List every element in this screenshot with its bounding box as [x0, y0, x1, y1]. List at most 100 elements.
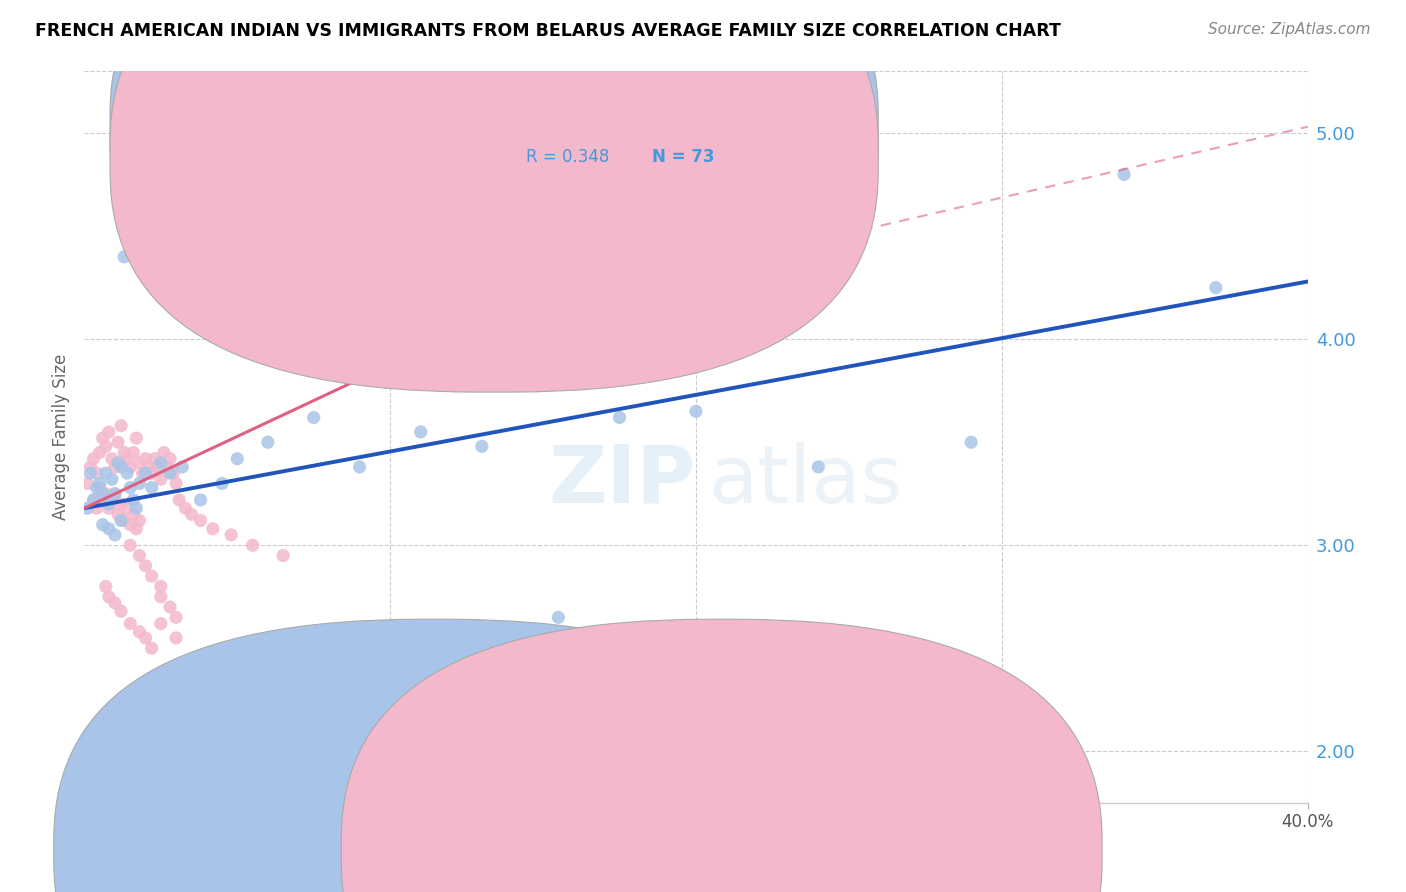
Point [226, 451, 249, 466]
Point [112, 445, 135, 459]
Point [120, 517, 142, 532]
Point [94, 579, 117, 593]
Point [153, 445, 176, 459]
Point [135, 451, 157, 466]
Point [104, 487, 127, 501]
Text: R = 0.348: R = 0.348 [526, 148, 609, 166]
Point [159, 466, 181, 480]
Point [172, 459, 194, 474]
Point [101, 492, 124, 507]
Point [89, 476, 111, 491]
Text: Source: ZipAtlas.com: Source: ZipAtlas.com [1208, 22, 1371, 37]
Point [120, 481, 142, 495]
Point [94, 487, 117, 501]
Point [91, 487, 114, 501]
Text: N = 42: N = 42 [652, 119, 714, 137]
Point [201, 522, 224, 536]
Point [89, 481, 111, 495]
Point [112, 250, 135, 264]
Point [146, 459, 169, 474]
Text: N = 73: N = 73 [652, 148, 714, 166]
Point [86, 466, 108, 480]
Point [302, 410, 325, 425]
Point [83, 451, 105, 466]
Point [149, 456, 172, 470]
Point [135, 631, 157, 645]
Point [128, 624, 150, 639]
Point [609, 410, 631, 425]
Point [219, 528, 242, 542]
Point [122, 492, 145, 507]
Point [128, 456, 150, 470]
Point [138, 459, 160, 474]
Point [120, 616, 142, 631]
Point [94, 439, 117, 453]
Point [156, 459, 179, 474]
Point [125, 522, 148, 536]
Point [122, 508, 145, 522]
Point [97, 501, 120, 516]
Point [104, 487, 127, 501]
Point [110, 497, 132, 511]
Point [807, 459, 830, 474]
Point [190, 492, 212, 507]
FancyBboxPatch shape [342, 619, 1102, 892]
Point [162, 466, 184, 480]
Point [685, 404, 707, 418]
Point [141, 466, 163, 480]
Point [141, 641, 163, 656]
Point [97, 425, 120, 439]
Point [101, 451, 124, 466]
Point [91, 431, 114, 445]
Point [149, 472, 172, 486]
Point [125, 431, 148, 445]
Point [76, 501, 98, 516]
Point [1114, 167, 1136, 181]
Point [141, 481, 163, 495]
Point [547, 610, 569, 624]
Point [165, 610, 187, 624]
Point [149, 590, 172, 604]
Point [128, 514, 150, 528]
Point [86, 481, 108, 495]
Text: Immigrants from Belarus: Immigrants from Belarus [749, 841, 957, 859]
Text: FRENCH AMERICAN INDIAN VS IMMIGRANTS FROM BELARUS AVERAGE FAMILY SIZE CORRELATIO: FRENCH AMERICAN INDIAN VS IMMIGRANTS FRO… [35, 22, 1062, 40]
Point [143, 451, 166, 466]
Text: ZIP: ZIP [548, 442, 696, 520]
Point [471, 439, 494, 453]
Point [110, 514, 132, 528]
Point [271, 549, 294, 563]
Point [149, 616, 172, 631]
Point [104, 528, 127, 542]
Point [122, 445, 145, 459]
Point [131, 466, 153, 480]
Point [110, 604, 132, 618]
FancyBboxPatch shape [457, 94, 794, 185]
Point [257, 209, 280, 223]
Text: French American Indians: French American Indians [463, 841, 666, 859]
Text: atlas: atlas [709, 442, 903, 520]
Point [165, 631, 187, 645]
Point [76, 476, 98, 491]
Point [149, 579, 172, 593]
Point [135, 466, 157, 480]
Point [107, 456, 129, 470]
Point [120, 538, 142, 552]
Point [409, 425, 432, 439]
Point [1205, 281, 1227, 295]
Point [97, 522, 120, 536]
Point [125, 501, 148, 516]
Point [120, 459, 142, 474]
Point [94, 466, 117, 480]
Point [91, 517, 114, 532]
Point [79, 466, 101, 480]
Point [97, 590, 120, 604]
Point [115, 451, 138, 466]
Point [165, 476, 187, 491]
Point [242, 538, 264, 552]
Point [128, 476, 150, 491]
Point [79, 459, 101, 474]
Point [83, 492, 105, 507]
Point [211, 476, 233, 491]
Point [112, 514, 135, 528]
